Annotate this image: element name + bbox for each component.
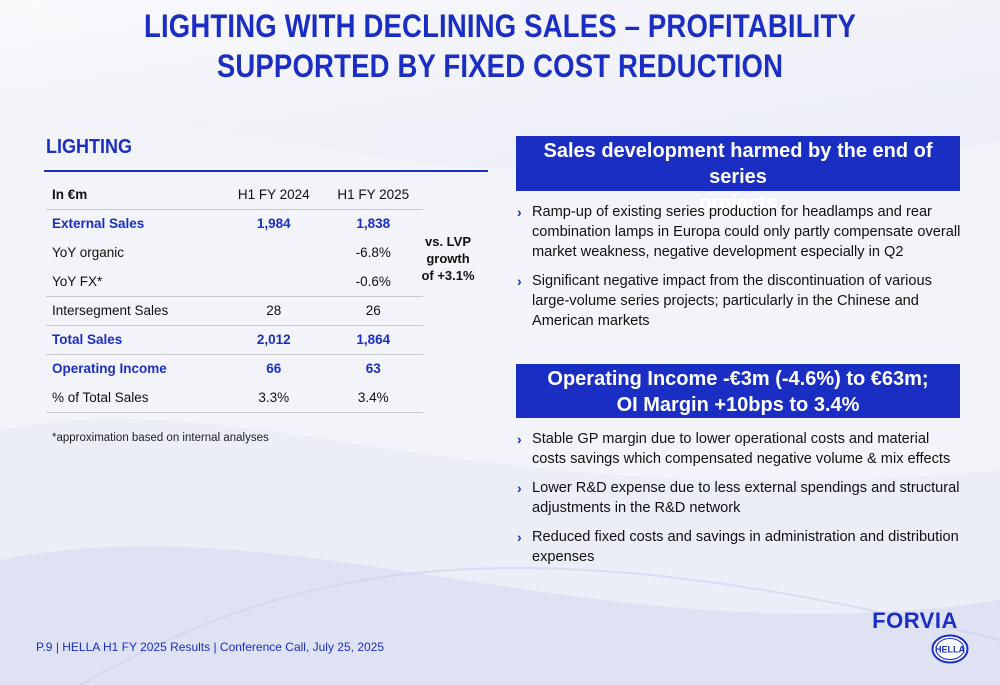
oi-header-line2: OI Margin +10bps to 3.4% [616, 394, 860, 416]
row-value-2024 [224, 238, 324, 267]
sales-development-header: Sales development harmed by the end of s… [516, 136, 960, 214]
table-header-h1fy2025: H1 FY 2025 [337, 186, 410, 202]
lvp-growth-note: vs. LVP growth of +3.1% [416, 233, 480, 284]
hella-logo-text: HELLA [935, 645, 965, 655]
page-title-line2: SUPPORTED BY FIXED COST REDUCTION [216, 48, 784, 84]
table-header-h1fy2024: H1 FY 2024 [237, 186, 310, 202]
row-label: % of Total Sales [52, 389, 149, 405]
chevron-right-icon: › [517, 273, 522, 289]
table-row: Intersegment Sales 28 26 [46, 296, 423, 325]
sales-header-line1: Sales development harmed by the end of s… [543, 140, 933, 188]
row-label: Operating Income [52, 361, 167, 377]
slide-footer: P.9 | HELLA H1 FY 2025 Results | Confere… [36, 640, 384, 654]
sales-bullets: › Ramp-up of existing series production f… [516, 202, 966, 340]
operating-income-header: Operating Income -€3m (-4.6%) to €63m; O… [516, 364, 960, 418]
bullet-text: Lower R&D expense due to less external s… [532, 480, 960, 516]
footer-text: | HELLA H1 FY 2025 Results | Conference … [55, 640, 385, 654]
row-label: Intersegment Sales [52, 303, 169, 318]
chevron-right-icon: › [517, 204, 522, 220]
page-title: LIGHTING WITH DECLINING SALES – PROFITAB… [70, 6, 930, 86]
chevron-right-icon: › [517, 431, 522, 447]
forvia-logo: FORVIA [872, 608, 958, 633]
table-row: Operating Income 66 63 [46, 354, 423, 383]
row-value-2024: 28 [266, 303, 282, 318]
row-value-2025: 63 [365, 361, 381, 377]
list-item: › Lower R&D expense due to less external … [516, 478, 966, 518]
financial-table: In €m H1 FY 2024 H1 FY 2025 External Sal… [46, 180, 423, 413]
page-number: P.9 [36, 640, 53, 654]
table-row: YoY organic -6.8% [46, 238, 423, 267]
list-item: › Reduced fixed costs and savings in admi… [516, 527, 966, 567]
operating-income-bullets: › Stable GP margin due to lower operation… [516, 429, 966, 576]
row-label: External Sales [52, 216, 145, 232]
row-value-2025: 3.4% [357, 389, 389, 405]
row-label: YoY FX* [52, 273, 103, 289]
list-item: › Stable GP margin due to lower operation… [516, 429, 966, 469]
table-header-row: In €m H1 FY 2024 H1 FY 2025 [46, 180, 423, 209]
row-value-2025: 1,838 [356, 216, 391, 232]
row-value-2025: 26 [365, 303, 381, 318]
bullet-text: Reduced fixed costs and savings in admin… [532, 529, 959, 565]
bullet-text: Ramp-up of existing series production fo… [532, 204, 961, 260]
section-title: LIGHTING [46, 136, 132, 158]
table-header-unit: In €m [52, 186, 88, 202]
row-label: Total Sales [52, 332, 123, 347]
lvp-note-line2: growth [426, 251, 470, 266]
chevron-right-icon: › [517, 529, 522, 545]
row-value-2025: 1,864 [356, 332, 391, 347]
row-value-2024: 2,012 [256, 332, 291, 347]
hella-logo: HELLA [931, 634, 969, 664]
oi-header-line1: Operating Income -€3m (-4.6%) to €63m; [547, 368, 929, 390]
row-value-2024: 66 [266, 361, 282, 377]
forvia-logo-text: FORVIA [872, 608, 958, 633]
page-title-line1: LIGHTING WITH DECLINING SALES – PROFITAB… [143, 8, 857, 44]
table-row: Total Sales 2,012 1,864 [46, 325, 423, 354]
row-value-2024 [224, 267, 324, 296]
footnote: *approximation based on internal analyse… [52, 432, 269, 444]
list-item: › Significant negative impact from the di… [516, 271, 966, 331]
sales-header-line2: projects [699, 192, 777, 214]
bullet-text: Stable GP margin due to lower operationa… [532, 431, 951, 467]
lvp-note-line1: vs. LVP [424, 234, 471, 249]
table-row: % of Total Sales 3.3% 3.4% [46, 383, 423, 412]
section-divider [44, 170, 488, 172]
row-label: YoY organic [52, 245, 125, 260]
list-item: › Ramp-up of existing series production f… [516, 202, 966, 262]
row-value-2025: -0.6% [355, 273, 391, 289]
bullet-text: Significant negative impact from the dis… [532, 273, 932, 329]
row-value-2025: -6.8% [355, 245, 391, 260]
chevron-right-icon: › [517, 480, 522, 496]
table-row: YoY FX* -0.6% [46, 267, 423, 296]
row-value-2024: 3.3% [258, 389, 290, 405]
table-row: External Sales 1,984 1,838 [46, 209, 423, 238]
row-value-2024: 1,984 [256, 216, 291, 232]
lvp-note-line3: of +3.1% [421, 268, 475, 283]
